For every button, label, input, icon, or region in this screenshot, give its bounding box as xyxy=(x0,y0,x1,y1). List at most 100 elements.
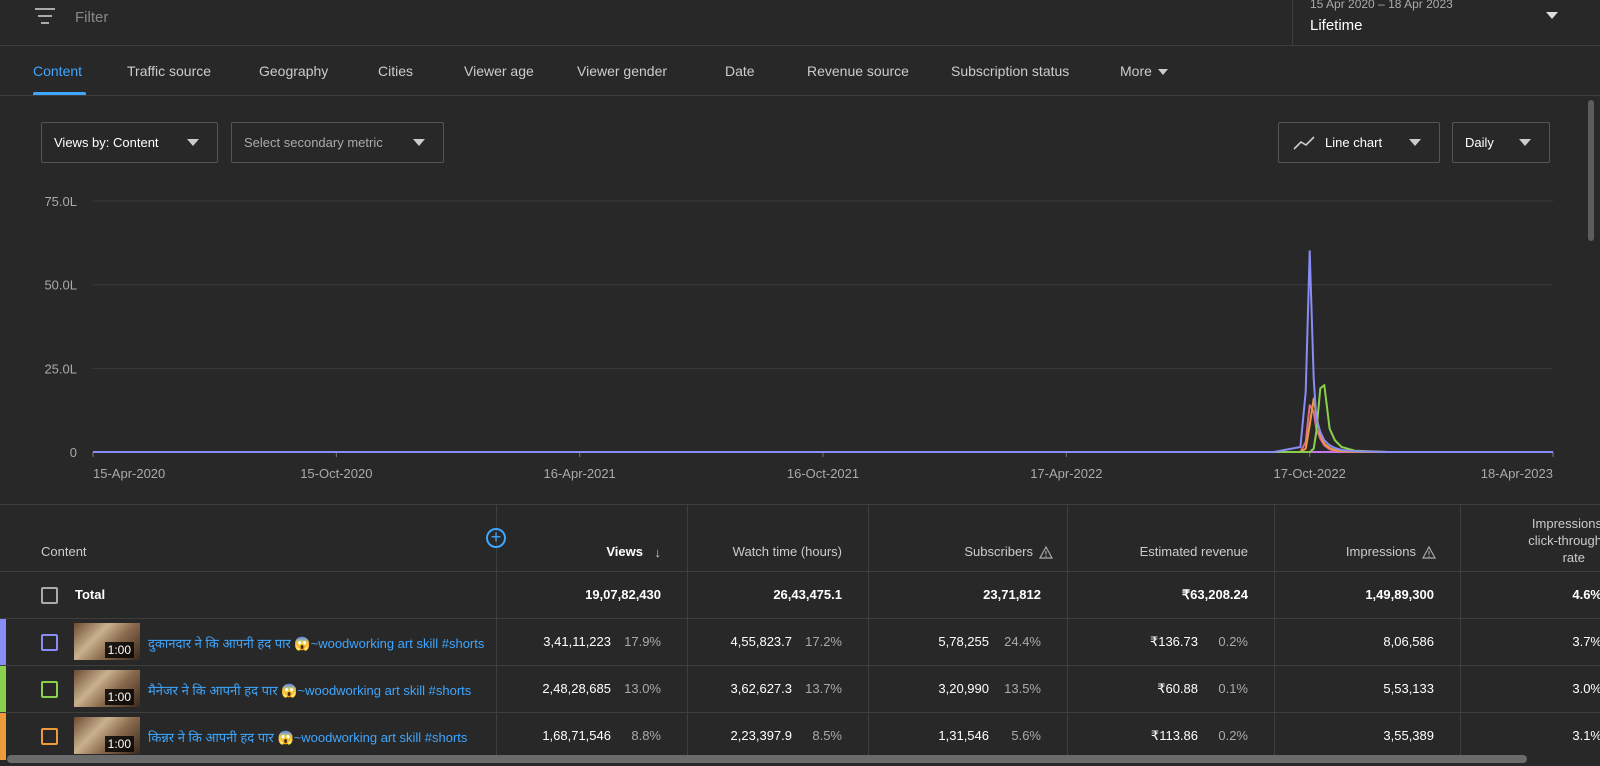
chart-type-dropdown[interactable]: Line chart xyxy=(1278,122,1440,163)
x-tick-label: 18-Apr-2023 xyxy=(1481,466,1553,481)
subscribers-percent: 5.6% xyxy=(1011,728,1041,743)
tab-revenue-source[interactable]: Revenue source xyxy=(807,63,909,79)
ctr-value: 3.0% xyxy=(1572,681,1600,696)
column-header-views[interactable]: Views ↓ xyxy=(497,505,688,571)
video-thumbnail[interactable]: 1:00 xyxy=(74,670,140,707)
y-tick-label: 25.0L xyxy=(44,361,77,376)
watch-time-cell: 3,62,627.3 13.7% xyxy=(688,666,869,713)
impressions-cell: 8,06,586 xyxy=(1275,619,1461,666)
primary-metric-dropdown[interactable]: Views by: Content xyxy=(41,122,218,163)
column-header-watch-time[interactable]: Watch time (hours) xyxy=(688,505,869,571)
revenue-cell: ₹113.86 0.2% xyxy=(1068,713,1275,760)
x-tick-label: 17-Apr-2022 xyxy=(1030,466,1102,481)
series-color-indicator xyxy=(0,619,6,666)
tab-traffic-source[interactable]: Traffic source xyxy=(127,63,212,79)
impressions-value: 5,53,133 xyxy=(1383,681,1434,696)
video-title-link[interactable]: दुकानदार ने कि आपनी हद पार 😱~woodworking… xyxy=(148,636,485,651)
content-cell: 1:00 किन्नर ने कि आपनी हद पार 😱~woodwork… xyxy=(0,713,497,760)
y-tick-label: 0 xyxy=(70,445,77,460)
column-label-ctr: Impressions click-through rate xyxy=(1462,515,1600,566)
row-checkbox[interactable] xyxy=(41,728,58,745)
video-thumbnail[interactable]: 1:00 xyxy=(74,623,140,660)
video-duration: 1:00 xyxy=(104,689,134,705)
total-impressions-cell: 1,49,89,300 xyxy=(1275,572,1461,619)
x-tick-label: 17-Oct-2022 xyxy=(1274,466,1346,481)
total-subscribers-cell: 23,71,812 xyxy=(869,572,1068,619)
y-tick-label: 50.0L xyxy=(44,278,77,293)
subscribers-value: 1,31,546 xyxy=(938,728,989,743)
video-thumbnail[interactable]: 1:00 xyxy=(74,717,140,754)
table-row[interactable]: 1:00 दुकानदार ने कि आपनी हद पार 😱~woodwo… xyxy=(0,618,1600,666)
ctr-cell: 3.1% xyxy=(1461,713,1600,760)
impressions-cell: 3,55,389 xyxy=(1275,713,1461,760)
column-header-ctr[interactable]: Impressions click-through rate xyxy=(1461,505,1600,571)
revenue-percent: 0.1% xyxy=(1218,681,1248,696)
tab-date[interactable]: Date xyxy=(725,63,755,79)
total-watch-time: 26,43,475.1 xyxy=(773,587,842,602)
tab-viewer-gender[interactable]: Viewer gender xyxy=(577,63,668,79)
watch-time-percent: 17.2% xyxy=(805,634,842,649)
video-title-link[interactable]: मैनेजर ने कि आपनी हद पार 😱~woodworking a… xyxy=(148,683,472,698)
video-duration: 1:00 xyxy=(104,642,134,658)
watch-time-value: 2,23,397.9 xyxy=(730,728,792,743)
secondary-metric-dropdown[interactable]: Select secondary metric xyxy=(231,122,444,163)
tab-more[interactable]: More xyxy=(1120,63,1168,79)
series-line xyxy=(93,404,1553,453)
table-row[interactable]: 1:00 मैनेजर ने कि आपनी हद पार 😱~woodwork… xyxy=(0,665,1600,713)
revenue-value: ₹113.86 xyxy=(1150,728,1198,743)
ctr-label-line1: Impressions xyxy=(1531,516,1600,531)
table-row-total: Total 19,07,82,430 26,43,475.1 23,71,812… xyxy=(0,571,1600,619)
primary-metric-label: Views by: Content xyxy=(54,135,159,150)
warning-icon[interactable] xyxy=(1039,546,1053,559)
tab-content[interactable]: Content xyxy=(33,63,83,79)
chevron-down-icon xyxy=(1519,139,1531,146)
date-range-selector[interactable]: 15 Apr 2020 – 18 Apr 2023 Lifetime xyxy=(1292,0,1600,46)
column-label-subscribers: Subscribers xyxy=(964,544,1033,559)
total-revenue-cell: ₹63,208.24 xyxy=(1068,572,1275,619)
chevron-down-icon xyxy=(1157,69,1168,76)
series-line xyxy=(93,250,1553,453)
select-all-checkbox[interactable] xyxy=(41,587,58,604)
filter-icon[interactable] xyxy=(35,8,55,26)
series-color-indicator xyxy=(0,666,6,713)
active-tab-indicator xyxy=(33,92,86,95)
video-title-link[interactable]: किन्नर ने कि आपनी हद पार 😱~woodworking a… xyxy=(148,730,468,745)
views-cell: 2,48,28,685 13.0% xyxy=(497,666,688,713)
total-views-cell: 19,07,82,430 xyxy=(497,572,688,619)
column-label-watch-time: Watch time (hours) xyxy=(732,544,842,559)
top-bar: Filter 15 Apr 2020 – 18 Apr 2023 Lifetim… xyxy=(0,0,1600,46)
views-percent: 8.8% xyxy=(631,728,661,743)
tab-cities[interactable]: Cities xyxy=(378,63,414,79)
warning-icon[interactable] xyxy=(1422,546,1436,559)
x-tick-label: 15-Oct-2020 xyxy=(300,466,372,481)
granularity-dropdown[interactable]: Daily xyxy=(1452,122,1550,163)
views-value: 1,68,71,546 xyxy=(542,728,611,743)
tab-geography[interactable]: Geography xyxy=(259,63,329,79)
column-header-subscribers[interactable]: Subscribers xyxy=(869,505,1068,571)
table-row[interactable]: 1:00 किन्नर ने कि आपनी हद पार 😱~woodwork… xyxy=(0,712,1600,760)
impressions-value: 3,55,389 xyxy=(1383,728,1434,743)
tab-viewer-age[interactable]: Viewer age xyxy=(464,63,534,79)
y-tick-label: 75.0L xyxy=(44,194,77,209)
subscribers-cell: 1,31,546 5.6% xyxy=(869,713,1068,760)
row-checkbox[interactable] xyxy=(41,634,58,651)
filter-input[interactable]: Filter xyxy=(75,9,109,26)
column-header-impressions[interactable]: Impressions xyxy=(1275,505,1461,571)
column-label-revenue: Estimated revenue xyxy=(1139,544,1248,559)
watch-time-percent: 13.7% xyxy=(805,681,842,696)
content-cell: 1:00 दुकानदार ने कि आपनी हद पार 😱~woodwo… xyxy=(0,619,497,666)
video-duration: 1:00 xyxy=(104,736,134,752)
column-header-revenue[interactable]: Estimated revenue xyxy=(1068,505,1275,571)
sort-down-icon[interactable]: ↓ xyxy=(654,545,662,560)
horizontal-scrollbar[interactable] xyxy=(7,755,1527,763)
tab-subscription-status[interactable]: Subscription status xyxy=(951,63,1070,79)
views-line-chart: 75.0L 50.0L 25.0L 0 15-Apr-2020 15-Oct-2020 16… xyxy=(44,194,1554,481)
x-tick-label: 16-Apr-2021 xyxy=(544,466,616,481)
views-value: 3,41,11,223 xyxy=(543,634,611,649)
tab-more-label: More xyxy=(1120,63,1152,79)
vertical-scrollbar[interactable] xyxy=(1588,100,1594,241)
add-metric-icon[interactable]: + xyxy=(486,528,506,548)
row-checkbox[interactable] xyxy=(41,681,58,698)
date-range-text: 15 Apr 2020 – 18 Apr 2023 xyxy=(1310,0,1453,11)
dimension-tabs: Content Traffic source Geography Cities … xyxy=(0,47,1600,96)
